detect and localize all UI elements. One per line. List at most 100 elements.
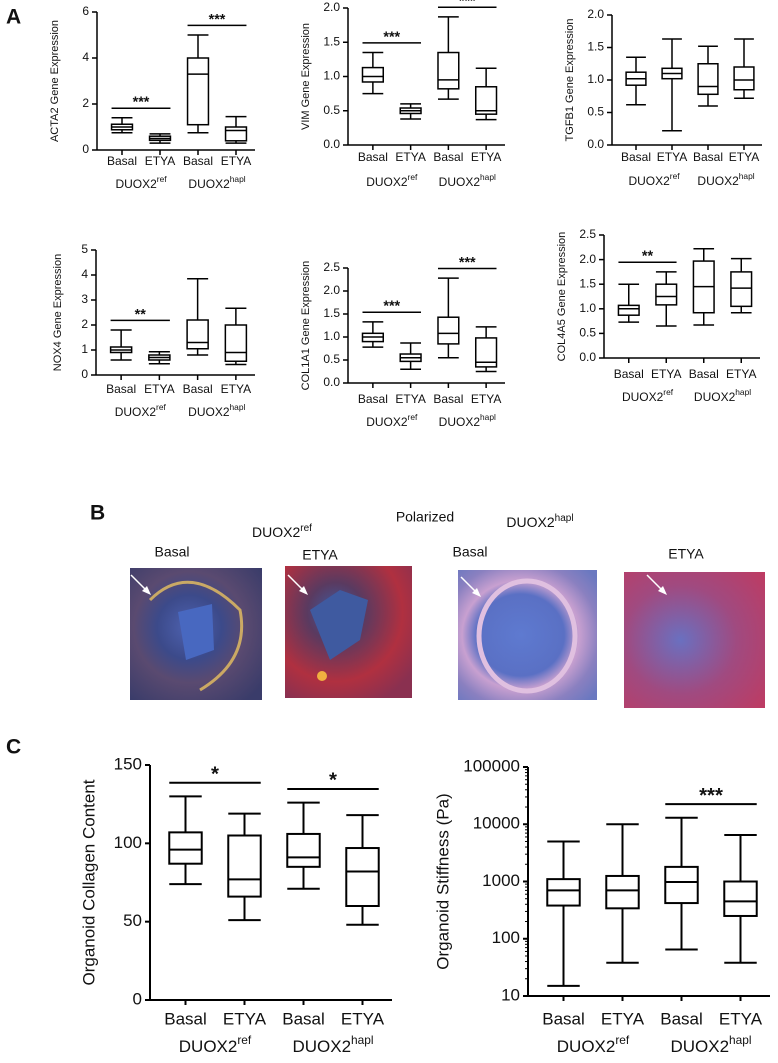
chart: 0.0 0.5 1.0 1.5 2.0 2.5 COL1A1 Gene Expression… xyxy=(300,255,505,429)
x-tick-label: ETYA xyxy=(221,154,251,168)
y-tick-label: 4 xyxy=(81,267,88,281)
micrograph xyxy=(285,566,412,698)
y-axis-label: TGFB1 Gene Expression xyxy=(564,19,576,142)
significance-label: ** xyxy=(642,249,654,265)
box xyxy=(697,63,719,96)
group-label: DUOX2hapl xyxy=(506,513,573,530)
y-tick-label: 10 xyxy=(501,985,520,1004)
y-tick-label: 1.0 xyxy=(579,301,596,315)
group-name: DUOX2 xyxy=(628,174,670,188)
x-tick-label: ETYA xyxy=(726,367,756,381)
group-label: DUOX2hapl xyxy=(697,171,754,188)
chart: 0 50 100 150 Organoid Collagen Content Basal E… xyxy=(79,754,392,1056)
group-sup: hapl xyxy=(230,174,246,184)
y-tick-label: 2.5 xyxy=(579,227,596,241)
image-label: Basal xyxy=(154,544,189,560)
group-label: DUOX2hapl xyxy=(188,174,245,191)
chart: 0.0 0.5 1.0 1.5 2.0 2.5 COL4A5 Gene Expression… xyxy=(556,227,760,404)
x-tick-label: ETYA xyxy=(719,1009,763,1028)
box xyxy=(437,316,460,345)
x-tick-label: Basal xyxy=(621,150,651,164)
x-tick-label: Basal xyxy=(164,1009,207,1028)
group-label: DUOX2ref xyxy=(622,387,674,404)
box xyxy=(345,847,380,907)
y-axis-label: COL4A5 Gene Expression xyxy=(556,232,568,362)
box xyxy=(474,337,498,368)
box xyxy=(655,283,678,306)
box xyxy=(437,51,460,90)
group-label: DUOX2hapl xyxy=(670,1033,751,1056)
box xyxy=(186,319,209,350)
y-tick-label: 2.0 xyxy=(323,283,340,297)
group-name: DUOX2 xyxy=(115,177,157,191)
significance-label: *** xyxy=(383,299,400,315)
y-tick-label: 100 xyxy=(114,833,142,852)
y-tick-label: 0.5 xyxy=(323,103,340,117)
group-label: DUOX2hapl xyxy=(439,172,496,189)
y-tick-label: 0 xyxy=(81,367,88,381)
y-axis-label: ACTA2 Gene Expression xyxy=(49,20,61,142)
y-tick-label: 0.0 xyxy=(579,350,596,364)
x-tick-label: Basal xyxy=(106,382,136,396)
x-tick-label: Basal xyxy=(689,367,719,381)
significance-label: *** xyxy=(699,785,723,807)
y-tick-label: 2.0 xyxy=(323,0,340,14)
group-name: DUOX2 xyxy=(292,1037,351,1056)
x-tick-label: ETYA xyxy=(657,150,687,164)
micrograph xyxy=(130,568,262,700)
chart: 0 2 4 6 ACTA2 Gene Expression Basal ETYA Basal E… xyxy=(49,4,255,191)
y-tick-label: 6 xyxy=(82,4,89,18)
group-label: DUOX2ref xyxy=(115,174,167,191)
box xyxy=(730,271,753,308)
chart: 0.0 0.5 1.0 1.5 2.0 VIM Gene Expression Basal E… xyxy=(300,0,505,189)
group-name: DUOX2 xyxy=(557,1037,616,1056)
group-label: DUOX2ref xyxy=(557,1033,630,1056)
x-tick-label: ETYA xyxy=(471,392,501,406)
x-tick-label: Basal xyxy=(183,382,213,396)
significance-label: ** xyxy=(135,307,147,323)
y-tick-label: 150 xyxy=(114,754,142,773)
chart: 10 100 1000 10000 100000 Organoid Stiffness (… xyxy=(433,756,770,1056)
y-tick-label: 50 xyxy=(123,911,142,930)
box xyxy=(286,832,321,868)
image-label: ETYA xyxy=(302,547,338,563)
group-name: DUOX2 xyxy=(506,514,554,530)
box xyxy=(361,66,385,83)
group-name: DUOX2 xyxy=(188,405,230,419)
image-title: Polarized xyxy=(396,509,454,525)
group-name: DUOX2 xyxy=(188,177,230,191)
box xyxy=(224,324,248,362)
group-sup: hapl xyxy=(735,387,751,397)
y-tick-label: 1.0 xyxy=(587,72,604,86)
y-tick-label: 3 xyxy=(81,292,88,306)
significance-label: * xyxy=(329,770,337,792)
box xyxy=(546,878,581,907)
y-axis-label: VIM Gene Expression xyxy=(300,23,312,130)
group-name: DUOX2 xyxy=(694,390,736,404)
y-tick-label: 2.5 xyxy=(323,260,340,274)
panel-label: B xyxy=(90,502,105,525)
group-sup: hapl xyxy=(729,1033,751,1047)
group-sup: hapl xyxy=(555,513,574,524)
y-tick-label: 1.0 xyxy=(323,69,340,83)
y-tick-label: 1 xyxy=(81,342,88,356)
significance-label: *** xyxy=(133,95,150,111)
y-tick-label: 0 xyxy=(133,989,142,1008)
x-tick-label: Basal xyxy=(433,150,463,164)
y-tick-label: 100000 xyxy=(463,756,520,775)
x-tick-label: Basal xyxy=(358,150,388,164)
significance-label: * xyxy=(211,763,219,785)
x-tick-label: ETYA xyxy=(144,382,174,396)
y-tick-label: 1.5 xyxy=(579,276,596,290)
y-tick-label: 1.5 xyxy=(587,40,604,54)
group-label: DUOX2hapl xyxy=(694,387,751,404)
micrograph xyxy=(458,570,597,700)
x-tick-label: ETYA xyxy=(395,150,425,164)
y-axis-label: NOX4 Gene Expression xyxy=(52,254,64,371)
group-sup: ref xyxy=(300,523,312,534)
group-sup: hapl xyxy=(351,1033,373,1047)
group-name: DUOX2 xyxy=(179,1037,238,1056)
y-tick-label: 2.0 xyxy=(579,252,596,266)
box xyxy=(224,126,248,142)
group-label: DUOX2hapl xyxy=(292,1033,373,1056)
